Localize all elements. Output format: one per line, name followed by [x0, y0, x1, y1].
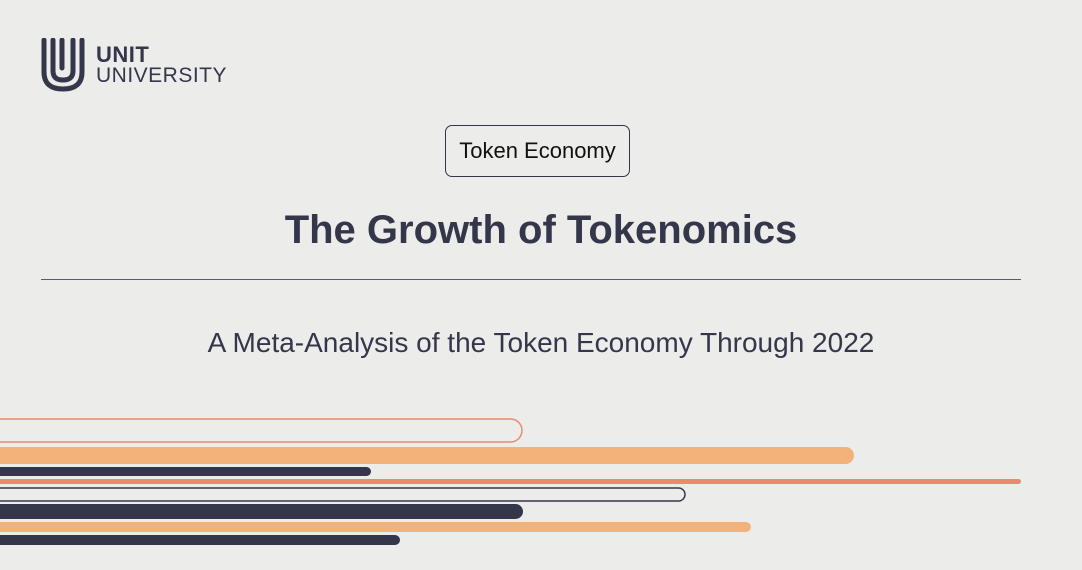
- u-monogram-icon: [41, 38, 85, 92]
- navy-outline-line: [0, 487, 686, 502]
- brand-name-line2: UNIVERSITY: [96, 64, 228, 87]
- navy-short-line: [0, 467, 371, 476]
- brand-logo: UNIT UNIVERSITY: [40, 38, 227, 92]
- navy-bottom-line: [0, 535, 400, 545]
- page-subtitle: A Meta-Analysis of the Token Economy Thr…: [207, 327, 875, 358]
- title-divider: [41, 279, 1021, 280]
- decorative-lines: [0, 418, 1021, 545]
- orange-thick-line: [0, 447, 854, 464]
- page-title: The Growth of Tokenomics: [284, 208, 798, 252]
- topic-tag: Token Economy: [445, 125, 630, 177]
- orange-mid-line: [0, 522, 751, 532]
- navy-thick-line: [0, 504, 523, 519]
- brand-name: UNIT UNIVERSITY: [96, 42, 228, 87]
- brand-name-line1: UNIT: [96, 42, 150, 67]
- coral-long-line: [0, 479, 1021, 484]
- coral-outline-line: [0, 418, 523, 443]
